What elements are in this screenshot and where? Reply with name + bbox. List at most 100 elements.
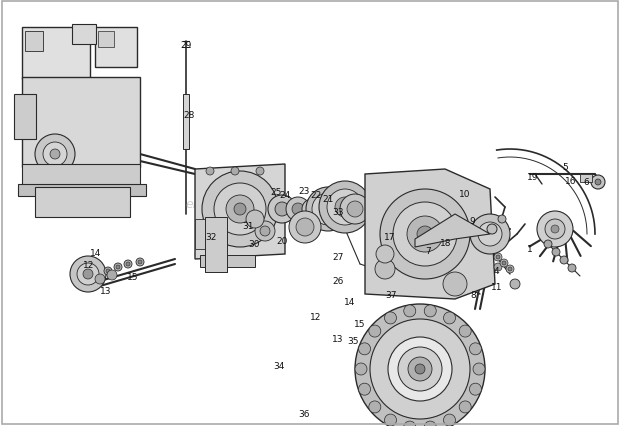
Circle shape (568, 265, 576, 272)
Bar (72, 25, 96, 45)
Circle shape (347, 201, 363, 218)
Circle shape (231, 167, 239, 176)
Circle shape (551, 225, 559, 233)
Bar (22, 164, 140, 187)
Text: 32: 32 (205, 233, 216, 242)
Circle shape (355, 363, 367, 375)
Text: 37: 37 (385, 290, 397, 299)
Text: 19: 19 (527, 173, 539, 182)
Circle shape (510, 279, 520, 289)
Text: 13: 13 (332, 335, 343, 344)
Circle shape (95, 274, 105, 284)
Circle shape (327, 190, 363, 225)
Circle shape (43, 143, 67, 167)
Circle shape (234, 204, 246, 216)
Text: 26: 26 (332, 277, 343, 286)
Circle shape (408, 357, 432, 381)
Circle shape (393, 202, 457, 266)
Text: 14: 14 (344, 298, 356, 307)
Circle shape (478, 222, 502, 246)
Circle shape (77, 263, 99, 285)
Circle shape (369, 401, 381, 413)
Circle shape (487, 225, 497, 234)
Bar (95, 28, 137, 68)
Circle shape (537, 211, 573, 248)
Circle shape (384, 414, 397, 426)
Circle shape (246, 210, 264, 228)
Circle shape (255, 222, 275, 242)
Text: 18: 18 (440, 239, 452, 248)
Circle shape (459, 401, 471, 413)
Circle shape (214, 184, 266, 236)
Text: 15: 15 (127, 272, 139, 281)
Bar (14, 95, 36, 140)
Circle shape (502, 262, 506, 265)
Text: 14: 14 (91, 249, 102, 258)
Circle shape (496, 256, 500, 259)
Text: 11: 11 (491, 283, 503, 292)
Circle shape (83, 269, 93, 279)
Circle shape (375, 259, 395, 279)
Bar (183, 95, 189, 150)
Polygon shape (365, 170, 495, 299)
Circle shape (443, 414, 456, 426)
Text: 28: 28 (184, 110, 195, 119)
Circle shape (319, 181, 371, 233)
Text: 17: 17 (384, 233, 396, 242)
Bar (35, 187, 130, 218)
Circle shape (202, 172, 278, 248)
Circle shape (138, 260, 142, 265)
Circle shape (335, 198, 355, 218)
Circle shape (388, 337, 452, 401)
Text: 27: 27 (332, 253, 343, 262)
Circle shape (404, 305, 416, 317)
Bar (580, 175, 592, 183)
Circle shape (424, 305, 436, 317)
Circle shape (595, 180, 601, 186)
Text: 25: 25 (270, 188, 281, 197)
Text: 35: 35 (347, 337, 359, 345)
Text: 5: 5 (562, 163, 568, 172)
Circle shape (370, 319, 470, 419)
Text: 8: 8 (470, 290, 476, 299)
Circle shape (260, 227, 270, 236)
Circle shape (407, 216, 443, 253)
Bar (200, 256, 255, 268)
Circle shape (443, 272, 467, 296)
Text: 24: 24 (280, 191, 291, 200)
Circle shape (126, 262, 130, 266)
Circle shape (358, 383, 371, 395)
Circle shape (116, 265, 120, 269)
Circle shape (104, 268, 112, 275)
Text: ereplacementparts.com: ereplacementparts.com (185, 198, 335, 211)
Circle shape (560, 256, 568, 265)
Circle shape (552, 248, 560, 256)
Bar (205, 218, 227, 272)
Circle shape (358, 343, 371, 355)
Circle shape (289, 211, 321, 243)
Circle shape (124, 260, 132, 268)
Text: 13: 13 (100, 287, 112, 296)
Circle shape (340, 195, 370, 225)
Circle shape (473, 363, 485, 375)
Circle shape (545, 219, 565, 239)
Circle shape (286, 198, 310, 222)
Bar (22, 78, 140, 167)
Text: 10: 10 (459, 190, 471, 199)
Bar (22, 28, 90, 80)
Circle shape (292, 204, 304, 216)
Circle shape (500, 259, 508, 268)
Text: 31: 31 (242, 222, 254, 231)
Circle shape (398, 347, 442, 391)
Circle shape (275, 202, 289, 216)
Circle shape (70, 256, 106, 292)
Circle shape (544, 240, 552, 248)
Circle shape (494, 253, 502, 262)
Text: 15: 15 (354, 320, 366, 329)
Circle shape (106, 269, 110, 273)
Circle shape (50, 150, 60, 160)
Text: 4: 4 (493, 267, 499, 276)
Text: 6: 6 (583, 178, 589, 187)
Circle shape (459, 325, 471, 337)
Text: 36: 36 (298, 409, 310, 418)
